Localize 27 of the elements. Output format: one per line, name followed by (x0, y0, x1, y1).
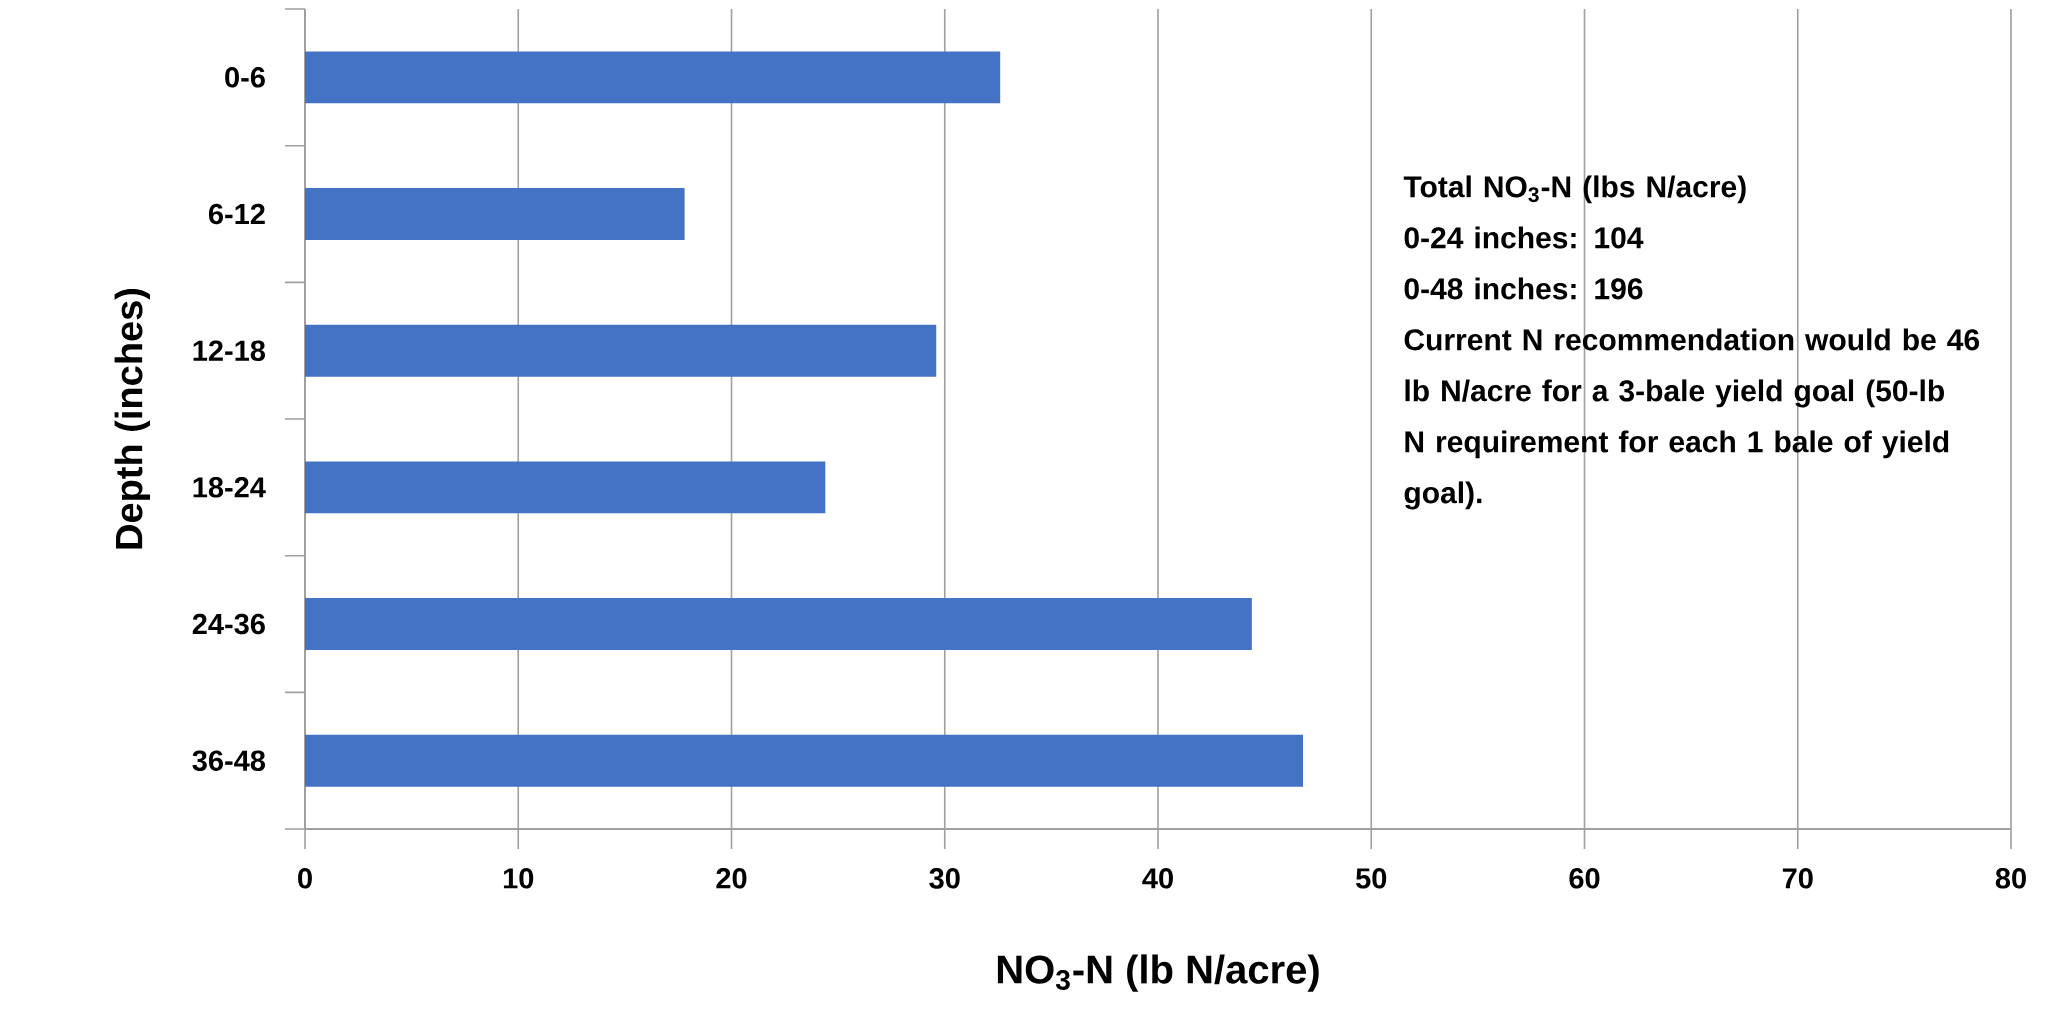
bar (305, 461, 826, 514)
x-tick-label: 40 (1142, 868, 1173, 889)
annotation: 0-48 inches: 196 (1404, 277, 1643, 300)
x-axis-title: NO$_{3}$-N (lb N/acre) (997, 954, 1319, 992)
y-tick-label: 6-12 (208, 203, 265, 225)
x-tick-label: 30 (929, 868, 960, 889)
annotation: Current N recommendation would be 46 lb N/acre for a 3-bale yield goal (50-lb N requirement for each 1 bale of yield goal). (1404, 328, 1980, 510)
annotation: 0-24 inches: 104 (1404, 226, 1644, 249)
y-axis-title: Depth (inches) (114, 288, 151, 549)
y-tick-label: 12-18 (193, 340, 266, 361)
x-tick-label: 10 (503, 868, 534, 889)
x-tick-label: 80 (1995, 868, 2026, 889)
y-tick-label: 36-48 (192, 750, 266, 771)
y-tick-label: 18-24 (193, 477, 266, 498)
bar (305, 324, 937, 377)
x-tick-label: 0 (298, 868, 312, 889)
x-tick-label: 20 (716, 868, 747, 889)
x-tick-label: 60 (1569, 868, 1600, 889)
y-tick-label: 24-36 (192, 613, 265, 635)
bar (305, 51, 1001, 104)
y-tick-label: 0-6 (225, 67, 265, 88)
x-tick-label: 50 (1356, 868, 1387, 889)
annotation: Total NO$_{3}$-N (lbs N/acre) (1403, 175, 1746, 204)
bar (305, 598, 1252, 650)
x-tick-label: 70 (1782, 868, 1813, 889)
bar (305, 734, 1304, 787)
bar (305, 188, 685, 240)
